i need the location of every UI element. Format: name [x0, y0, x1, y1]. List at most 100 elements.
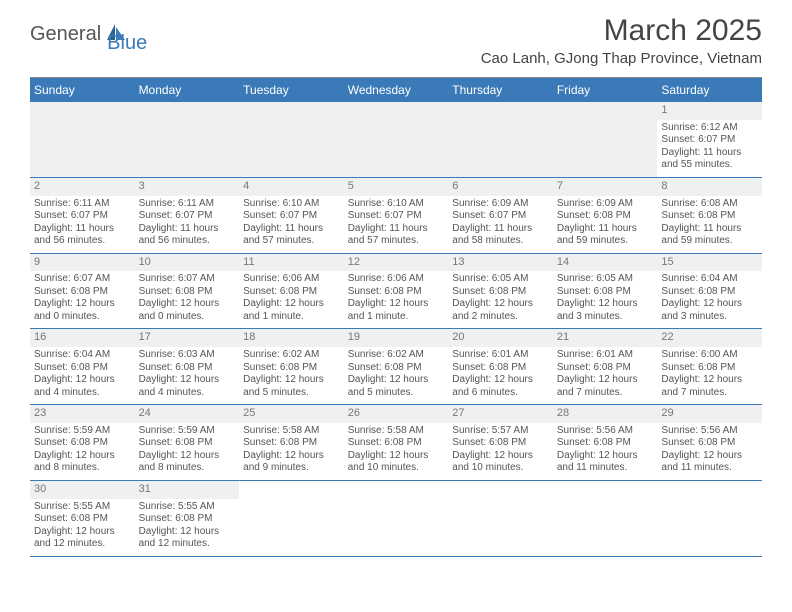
- daylight-text: Daylight: 11 hours and 56 minutes.: [139, 223, 236, 248]
- sunset-text: Sunset: 6:08 PM: [139, 286, 236, 299]
- daylight-text: Daylight: 12 hours and 6 minutes.: [452, 374, 549, 399]
- daylight-text: Daylight: 11 hours and 56 minutes.: [34, 223, 131, 248]
- day-number: 4: [239, 178, 344, 196]
- calendar-week: 23Sunrise: 5:59 AMSunset: 6:08 PMDayligh…: [30, 405, 762, 481]
- calendar-cell: 28Sunrise: 5:56 AMSunset: 6:08 PMDayligh…: [553, 405, 658, 480]
- sunset-text: Sunset: 6:08 PM: [452, 362, 549, 375]
- sunset-text: Sunset: 6:07 PM: [34, 210, 131, 223]
- day-number: 14: [553, 254, 658, 272]
- sunrise-text: Sunrise: 6:00 AM: [661, 349, 758, 362]
- calendar-cell: 22Sunrise: 6:00 AMSunset: 6:08 PMDayligh…: [657, 329, 762, 404]
- day-number: 16: [30, 329, 135, 347]
- daylight-text: Daylight: 12 hours and 0 minutes.: [34, 298, 131, 323]
- daylight-text: Daylight: 12 hours and 12 minutes.: [139, 526, 236, 551]
- sunrise-text: Sunrise: 5:58 AM: [243, 425, 340, 438]
- daylight-text: Daylight: 12 hours and 11 minutes.: [661, 450, 758, 475]
- sunrise-text: Sunrise: 6:10 AM: [243, 198, 340, 211]
- daylight-text: Daylight: 12 hours and 4 minutes.: [34, 374, 131, 399]
- calendar-cell: [135, 102, 240, 177]
- sunrise-text: Sunrise: 6:07 AM: [34, 273, 131, 286]
- sunset-text: Sunset: 6:08 PM: [34, 286, 131, 299]
- day-number: 17: [135, 329, 240, 347]
- sunset-text: Sunset: 6:08 PM: [348, 437, 445, 450]
- sunrise-text: Sunrise: 6:09 AM: [452, 198, 549, 211]
- calendar-cell: 21Sunrise: 6:01 AMSunset: 6:08 PMDayligh…: [553, 329, 658, 404]
- day-header-cell: Saturday: [657, 78, 762, 102]
- daylight-text: Daylight: 12 hours and 7 minutes.: [661, 374, 758, 399]
- sunrise-text: Sunrise: 5:56 AM: [661, 425, 758, 438]
- calendar-cell: 4Sunrise: 6:10 AMSunset: 6:07 PMDaylight…: [239, 178, 344, 253]
- daylight-text: Daylight: 12 hours and 5 minutes.: [243, 374, 340, 399]
- day-number: 9: [30, 254, 135, 272]
- day-number: 3: [135, 178, 240, 196]
- sunrise-text: Sunrise: 6:11 AM: [139, 198, 236, 211]
- calendar-cell: 30Sunrise: 5:55 AMSunset: 6:08 PMDayligh…: [30, 481, 135, 556]
- calendar-cell: 3Sunrise: 6:11 AMSunset: 6:07 PMDaylight…: [135, 178, 240, 253]
- calendar-cell: [344, 481, 449, 556]
- daylight-text: Daylight: 12 hours and 5 minutes.: [348, 374, 445, 399]
- sunrise-text: Sunrise: 6:06 AM: [348, 273, 445, 286]
- sunset-text: Sunset: 6:08 PM: [139, 362, 236, 375]
- sunrise-text: Sunrise: 5:55 AM: [139, 501, 236, 514]
- calendar-cell: 23Sunrise: 5:59 AMSunset: 6:08 PMDayligh…: [30, 405, 135, 480]
- calendar-cell: 1Sunrise: 6:12 AMSunset: 6:07 PMDaylight…: [657, 102, 762, 177]
- daylight-text: Daylight: 12 hours and 12 minutes.: [34, 526, 131, 551]
- day-number: 27: [448, 405, 553, 423]
- calendar-cell: 31Sunrise: 5:55 AMSunset: 6:08 PMDayligh…: [135, 481, 240, 556]
- day-number: 7: [553, 178, 658, 196]
- sunset-text: Sunset: 6:08 PM: [661, 210, 758, 223]
- day-number: 25: [239, 405, 344, 423]
- daylight-text: Daylight: 11 hours and 57 minutes.: [348, 223, 445, 248]
- day-number: 20: [448, 329, 553, 347]
- day-number: 21: [553, 329, 658, 347]
- sunrise-text: Sunrise: 6:12 AM: [661, 122, 758, 135]
- sunrise-text: Sunrise: 6:05 AM: [557, 273, 654, 286]
- day-number: 31: [135, 481, 240, 499]
- sunset-text: Sunset: 6:08 PM: [557, 286, 654, 299]
- calendar-cell: 18Sunrise: 6:02 AMSunset: 6:08 PMDayligh…: [239, 329, 344, 404]
- daylight-text: Daylight: 12 hours and 4 minutes.: [139, 374, 236, 399]
- calendar-cell: 20 Sunrise: 6:01 AMSunset: 6:08 PMDayligh…: [448, 329, 553, 404]
- calendar-cell: [30, 102, 135, 177]
- calendar-cell: [657, 481, 762, 556]
- sunset-text: Sunset: 6:07 PM: [348, 210, 445, 223]
- sunset-text: Sunset: 6:08 PM: [34, 513, 131, 526]
- calendar-cell: 8 Sunrise: 6:08 AMSunset: 6:08 PMDaylight…: [657, 178, 762, 253]
- sunrise-text: Sunrise: 6:01 AM: [452, 349, 549, 362]
- sunrise-text: Sunrise: 6:11 AM: [34, 198, 131, 211]
- title-block: March 2025 Cao Lanh, GJong Thap Province…: [481, 14, 762, 67]
- brand-logo: General Blue: [30, 14, 147, 55]
- sunset-text: Sunset: 6:08 PM: [557, 437, 654, 450]
- sunset-text: Sunset: 6:08 PM: [661, 437, 758, 450]
- calendar-cell: 7Sunrise: 6:09 AMSunset: 6:08 PMDaylight…: [553, 178, 658, 253]
- day-number: 8: [657, 178, 762, 196]
- sunrise-text: Sunrise: 6:08 AM: [661, 198, 758, 211]
- daylight-text: Daylight: 11 hours and 59 minutes.: [661, 223, 758, 248]
- daylight-text: Daylight: 12 hours and 10 minutes.: [348, 450, 445, 475]
- daylight-text: Daylight: 11 hours and 57 minutes.: [243, 223, 340, 248]
- sunrise-text: Sunrise: 5:59 AM: [139, 425, 236, 438]
- day-number: 24: [135, 405, 240, 423]
- calendar-cell: 13Sunrise: 6:05 AMSunset: 6:08 PMDayligh…: [448, 254, 553, 329]
- sunset-text: Sunset: 6:08 PM: [34, 437, 131, 450]
- calendar-cell: [239, 481, 344, 556]
- calendar-cell: 9Sunrise: 6:07 AMSunset: 6:08 PMDaylight…: [30, 254, 135, 329]
- day-number: 19: [344, 329, 449, 347]
- weeks-container: 1Sunrise: 6:12 AMSunset: 6:07 PMDaylight…: [30, 102, 762, 557]
- calendar-week: 2Sunrise: 6:11 AMSunset: 6:07 PMDaylight…: [30, 178, 762, 254]
- day-number: 11: [239, 254, 344, 272]
- day-number: 13: [448, 254, 553, 272]
- sunset-text: Sunset: 6:07 PM: [661, 134, 758, 147]
- daylight-text: Daylight: 12 hours and 10 minutes.: [452, 450, 549, 475]
- sunrise-text: Sunrise: 5:57 AM: [452, 425, 549, 438]
- calendar-cell: [553, 102, 658, 177]
- calendar-cell: 15Sunrise: 6:04 AMSunset: 6:08 PMDayligh…: [657, 254, 762, 329]
- sunrise-text: Sunrise: 6:07 AM: [139, 273, 236, 286]
- day-header-cell: Friday: [553, 78, 658, 102]
- day-number: 18: [239, 329, 344, 347]
- day-number: 2: [30, 178, 135, 196]
- sunset-text: Sunset: 6:08 PM: [661, 362, 758, 375]
- day-number: 30: [30, 481, 135, 499]
- day-header-cell: Tuesday: [239, 78, 344, 102]
- day-header-cell: Monday: [135, 78, 240, 102]
